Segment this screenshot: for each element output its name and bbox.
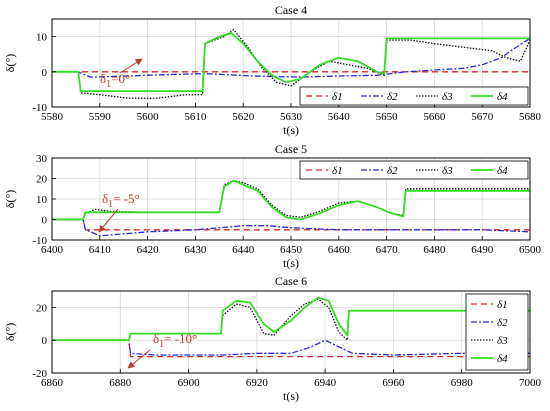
x-tick-label: 6400 [41, 244, 64, 256]
x-tick-label: 6920 [246, 377, 269, 389]
legend-label-delta2: δ2 [387, 165, 398, 177]
x-tick-label: 6860 [41, 377, 64, 389]
series-line-delta4 [52, 32, 530, 93]
legend: δ1 δ2 δ3 δ4 [299, 86, 529, 106]
x-tick-label: 6440 [232, 244, 255, 256]
y-tick-label: 0 [42, 335, 48, 347]
x-tick-label: 6430 [184, 244, 207, 256]
series-line-delta2 [52, 37, 531, 78]
y-tick-label: 30 [36, 153, 48, 165]
y-tick-label: -10 [32, 102, 47, 114]
series-line-delta4 [52, 179, 530, 221]
x-tick-label: 7000 [519, 377, 542, 389]
y-tick-label: -10 [32, 235, 47, 247]
legend-label-delta2: δ2 [387, 91, 398, 103]
y-axis-label: δ(°) [3, 323, 17, 341]
chart-panel-1: 5580 5590 5600 5610 5620 5630 5640 5650 5660 5670… [3, 3, 542, 137]
x-tick-label: 6980 [451, 377, 474, 389]
series-line-delta2 [52, 339, 530, 356]
y-axis-label: δ(°) [3, 54, 17, 72]
annotation-label: δ1= -10° [153, 331, 197, 350]
annotation-arrow [119, 58, 143, 74]
legend-label-delta1: δ1 [497, 299, 508, 311]
legend-label-delta1: δ1 [332, 165, 343, 177]
x-tick-label: 5620 [232, 111, 255, 123]
legend-label-delta3: δ3 [442, 165, 453, 177]
y-axis-label: δ(°) [3, 190, 17, 208]
y-tick-label: 20 [36, 302, 48, 314]
series-line-delta2 [52, 218, 531, 237]
annotation-arrow [98, 208, 119, 233]
y-tick-label: 20 [36, 174, 48, 186]
annotation-label: δ1= -5° [102, 191, 140, 210]
chart-panel-3: 6860 6880 6900 6920 6940 6960 6980 7000 -20 0 20 Ca… [3, 274, 542, 403]
y-tick-label: 0 [42, 67, 48, 79]
x-tick-label: 6470 [376, 244, 399, 256]
x-tick-label: 6480 [423, 244, 446, 256]
x-tick-label: 6420 [137, 244, 160, 256]
x-tick-label: 6450 [280, 244, 303, 256]
annotation-arrow [127, 349, 151, 369]
x-tick-label: 5660 [423, 111, 446, 123]
x-tick-label: 5580 [41, 111, 64, 123]
x-tick-label: 6410 [89, 244, 112, 256]
x-tick-label: 6460 [328, 244, 351, 256]
y-tick-label: 10 [36, 32, 48, 44]
legend-box [299, 160, 529, 180]
chart-title: Case 6 [275, 274, 307, 288]
legend-box [299, 86, 529, 106]
x-axis-label: t(s) [283, 123, 299, 137]
annotation-label: δ1=0° [100, 71, 130, 90]
legend-label-delta4: δ4 [497, 353, 508, 365]
y-tick-label: -20 [32, 368, 47, 380]
x-tick-label: 6490 [471, 244, 494, 256]
legend-label-delta3: δ3 [497, 335, 508, 347]
plot-frame [51, 290, 531, 374]
chart-title: Case 4 [275, 3, 307, 17]
y-tick-label: 10 [36, 194, 48, 206]
x-tick-label: 5640 [328, 111, 351, 123]
x-tick-label: 5680 [519, 111, 542, 123]
legend-label-delta4: δ4 [497, 165, 508, 177]
series-line-delta1 [52, 339, 530, 358]
legend-label-delta2: δ2 [497, 317, 508, 329]
legend-label-delta1: δ1 [332, 91, 343, 103]
x-tick-label: 5610 [184, 111, 207, 123]
x-axis-label: t(s) [283, 256, 299, 270]
x-tick-label: 5650 [376, 111, 399, 123]
chart-title: Case 5 [275, 142, 307, 156]
x-tick-label: 5630 [280, 111, 303, 123]
legend-label-delta4: δ4 [497, 91, 508, 103]
x-tick-label: 6940 [314, 377, 337, 389]
x-tick-label: 5670 [471, 111, 494, 123]
x-tick-label: 6900 [178, 377, 201, 389]
x-tick-label: 5590 [89, 111, 112, 123]
chart-panel-2: 6400 6410 6420 6430 6440 6450 6460 6470 6480 6490… [3, 142, 542, 270]
legend-label-delta3: δ3 [442, 91, 453, 103]
x-tick-label: 6880 [109, 377, 132, 389]
legend: δ1 δ2 δ3 δ4 [299, 160, 529, 180]
legend: δ1 δ2 δ3 δ4 [465, 293, 529, 371]
x-axis-label: t(s) [283, 389, 299, 403]
series-line-delta4 [52, 296, 530, 342]
y-tick-label: 0 [42, 215, 48, 227]
x-tick-label: 6960 [382, 377, 405, 389]
x-tick-label: 5600 [137, 111, 160, 123]
x-tick-label: 6500 [519, 244, 542, 256]
